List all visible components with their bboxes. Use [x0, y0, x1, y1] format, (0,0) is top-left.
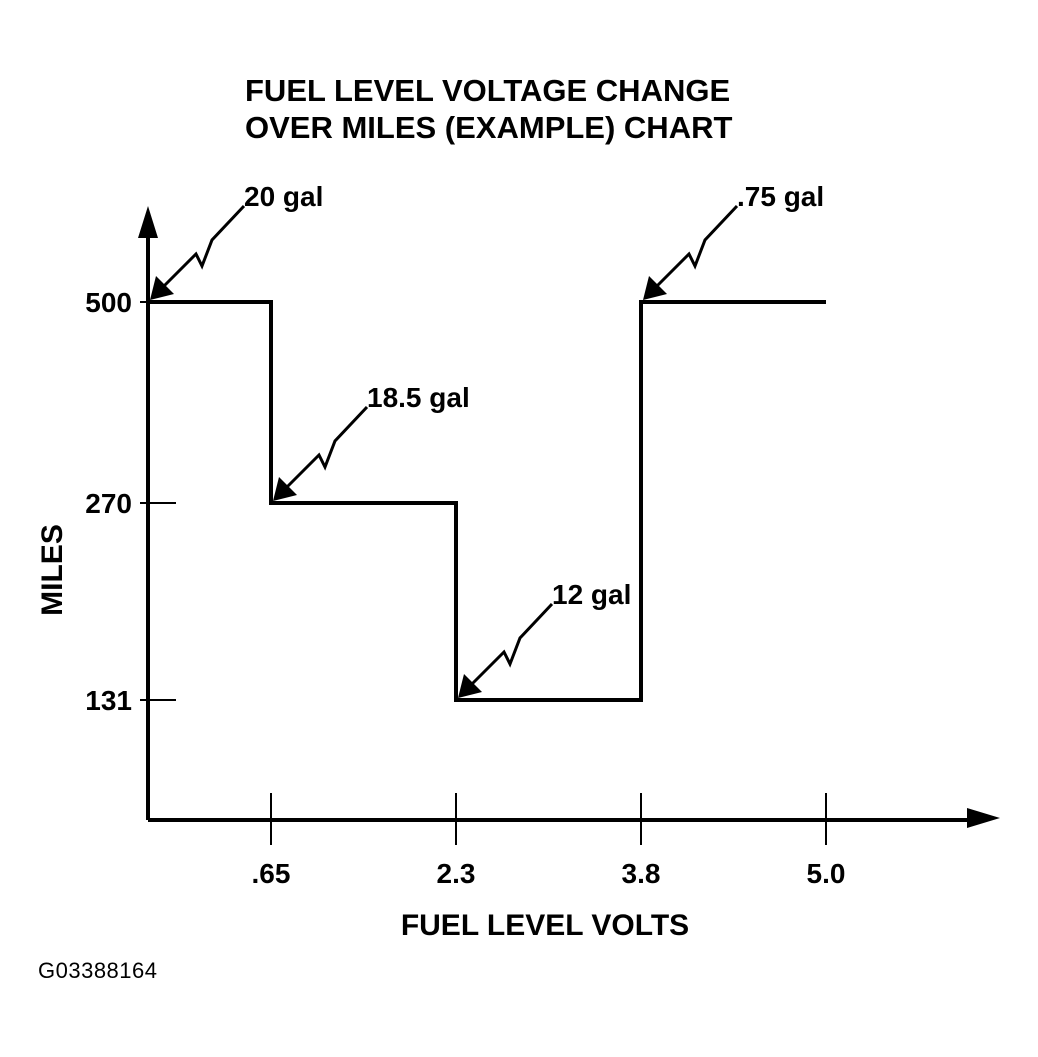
- x-tick-label: 5.0: [807, 858, 846, 889]
- x-axis-arrow-icon: [967, 808, 1000, 828]
- x-tick-label: 2.3: [437, 858, 476, 889]
- chart-title-line-2: OVER MILES (EXAMPLE) CHART: [245, 110, 732, 145]
- x-tick-label: 3.8: [622, 858, 661, 889]
- annotation-label: 18.5 gal: [367, 382, 470, 413]
- annotation-arrow-icon: [150, 276, 174, 300]
- y-tick-label: 131: [85, 685, 132, 716]
- annotation-leader: [285, 405, 369, 489]
- y-tick-label: 270: [85, 488, 132, 519]
- annotation-arrow-icon: [643, 276, 667, 300]
- annotation-label: 12 gal: [552, 579, 631, 610]
- x-ticks: .65 2.3 3.8 5.0: [252, 793, 846, 889]
- y-axis-arrow-icon: [138, 206, 158, 238]
- chart-title-line-1: FUEL LEVEL VOLTAGE CHANGE: [245, 73, 730, 108]
- annotation-label: 20 gal: [244, 181, 323, 212]
- annotation-leader: [655, 204, 739, 288]
- figure-id: G03388164: [38, 958, 158, 983]
- annotation-leader: [162, 204, 246, 288]
- step-line: [148, 300, 826, 702]
- chart-title: FUEL LEVEL VOLTAGE CHANGE OVER MILES (EX…: [245, 73, 732, 145]
- series-step-line: [148, 300, 826, 702]
- x-axis-label: FUEL LEVEL VOLTS: [401, 909, 689, 942]
- annotation-label: .75 gal: [737, 181, 824, 212]
- y-ticks: 500 270 131: [85, 287, 176, 716]
- y-tick-label: 500: [85, 287, 132, 318]
- chart-axes: [138, 206, 1000, 828]
- y-axis-label: MILES: [36, 524, 69, 616]
- x-tick-label: .65: [252, 858, 291, 889]
- annotation-arrow-icon: [458, 674, 482, 698]
- annotations: 20 gal 18.5 gal 12 gal .75 gal: [150, 181, 824, 698]
- annotation-leader: [470, 602, 554, 686]
- annotation-arrow-icon: [273, 477, 297, 501]
